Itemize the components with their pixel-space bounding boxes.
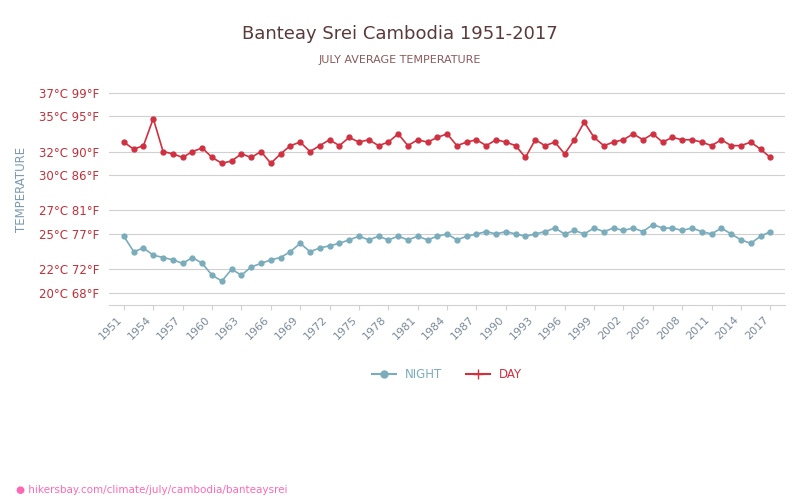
Text: Banteay Srei Cambodia 1951-2017: Banteay Srei Cambodia 1951-2017 bbox=[242, 25, 558, 43]
Legend: NIGHT, DAY: NIGHT, DAY bbox=[367, 364, 527, 386]
Text: JULY AVERAGE TEMPERATURE: JULY AVERAGE TEMPERATURE bbox=[319, 55, 481, 65]
Y-axis label: TEMPERATURE: TEMPERATURE bbox=[15, 147, 28, 232]
Text: ● hikersbay.com/climate/july/cambodia/banteaysrei: ● hikersbay.com/climate/july/cambodia/ba… bbox=[16, 485, 287, 495]
